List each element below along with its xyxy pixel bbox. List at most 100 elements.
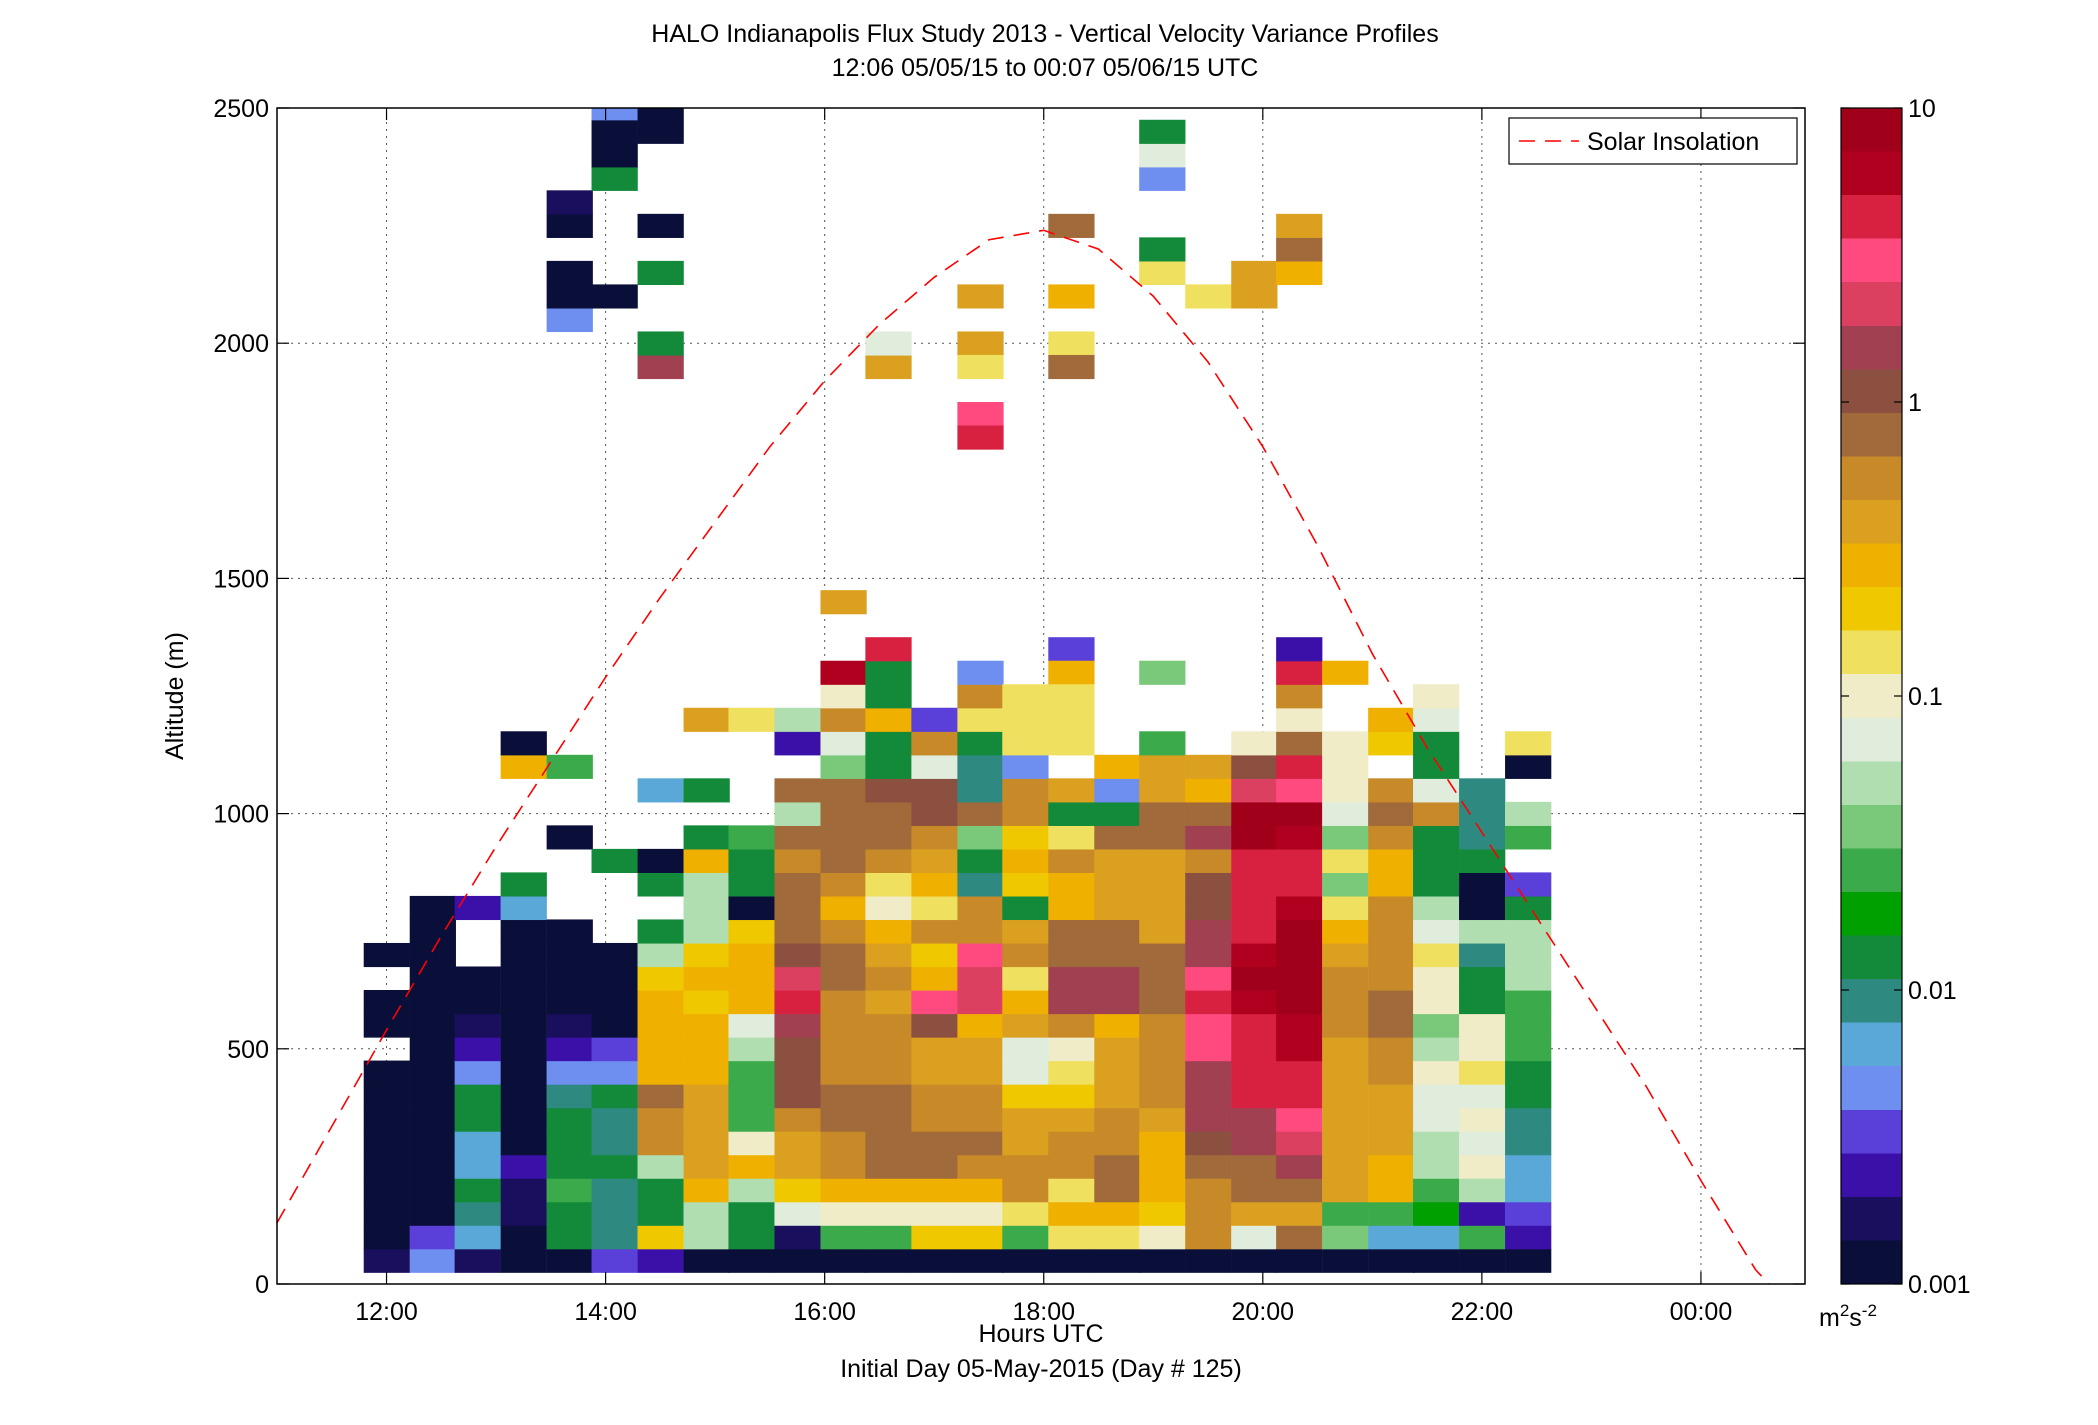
heatmap-cell (500, 942, 547, 968)
heatmap-cell (1231, 1013, 1278, 1038)
heatmap-cell (957, 895, 1004, 921)
heatmap-cell (591, 119, 638, 144)
heatmap-cell (728, 1248, 775, 1273)
heatmap-cell (1459, 1131, 1506, 1156)
heatmap-cell (1413, 1131, 1460, 1156)
heatmap-cell (1413, 801, 1460, 826)
heatmap-cell (546, 1178, 593, 1203)
heatmap-cell (1139, 731, 1186, 756)
heatmap-cell (911, 919, 958, 944)
heatmap-cell (454, 1037, 501, 1062)
colorbar-ticks: 0.001 0.01 0.1 1 10 (1841, 95, 1971, 1299)
heatmap-cell (1413, 895, 1460, 921)
heatmap-cell (1505, 1107, 1552, 1132)
heatmap-cell (637, 966, 684, 991)
heatmap-cell (1276, 1107, 1323, 1132)
colorbar-tick-label: 10 (1908, 95, 1936, 123)
colorbar-tick-label: 0.001 (1908, 1271, 1971, 1299)
heatmap-cell (957, 354, 1004, 380)
heatmap-cell (1413, 1154, 1460, 1179)
heatmap-cell (546, 213, 593, 238)
heatmap-cell (683, 990, 730, 1015)
heatmap-cell (957, 1013, 1004, 1038)
heatmap-cell (820, 990, 867, 1015)
heatmap-cell (454, 1248, 501, 1273)
heatmap-cell (865, 684, 912, 709)
heatmap-cell (363, 990, 410, 1015)
heatmap-cell (1139, 942, 1186, 968)
heatmap-cell (637, 331, 684, 356)
heatmap-cell (591, 1248, 638, 1273)
heatmap-cell (1276, 919, 1323, 944)
heatmap-cell (637, 1248, 684, 1273)
heatmap-cell (1413, 848, 1460, 873)
heatmap-cell (1048, 942, 1095, 968)
heatmap-cell (1002, 684, 1049, 709)
heatmap-cell (1505, 1013, 1552, 1038)
heatmap-cell (865, 919, 912, 944)
heatmap-cell (957, 1201, 1004, 1226)
heatmap-cell (1185, 990, 1232, 1015)
heatmap-cell (500, 1201, 547, 1226)
heatmap-cell (454, 1060, 501, 1085)
heatmap-cell (774, 825, 821, 850)
heatmap-cell (1505, 801, 1552, 826)
heatmap-cell (1276, 778, 1323, 803)
heatmap-cell (1413, 1178, 1460, 1203)
heatmap-cell (546, 1013, 593, 1038)
heatmap-cell (1368, 1178, 1415, 1203)
heatmap-cell (683, 1084, 730, 1109)
heatmap-cell (591, 108, 638, 121)
heatmap-cell (1322, 872, 1369, 897)
heatmap-cell (546, 1037, 593, 1062)
heatmap-cell (500, 1154, 547, 1179)
heatmap-cell (774, 707, 821, 732)
heatmap-cell (409, 966, 456, 991)
heatmap-cell (1368, 731, 1415, 756)
heatmap-cell (1413, 1225, 1460, 1250)
heatmap-cell (409, 1201, 456, 1226)
heatmap-cell (637, 119, 684, 144)
heatmap-cell (637, 848, 684, 873)
y-tick-label: 500 (227, 1036, 269, 1064)
heatmap-cell (957, 825, 1004, 850)
heatmap-cell (820, 872, 867, 897)
heatmap-cell (820, 778, 867, 803)
heatmap-cell (1048, 284, 1095, 309)
heatmap-cell (865, 754, 912, 779)
heatmap-cell (1459, 1154, 1506, 1179)
heatmap-cell (728, 1013, 775, 1038)
heatmap-cell (1368, 1060, 1415, 1085)
heatmap-cell (1413, 778, 1460, 803)
heatmap-cell (728, 1178, 775, 1203)
heatmap-cell (1276, 1013, 1323, 1038)
heatmap-cell (1459, 848, 1506, 873)
heatmap-cell (1276, 1131, 1323, 1156)
heatmap-cell (1048, 660, 1095, 685)
heatmap-cell (774, 1037, 821, 1062)
heatmap-cell (363, 1084, 410, 1109)
heatmap-cell (683, 966, 730, 991)
heatmap-cell (1048, 895, 1095, 921)
heatmap-cell (500, 754, 547, 779)
heatmap-cell (1139, 1131, 1186, 1156)
heatmap-cell (1276, 1248, 1323, 1273)
heatmap-cell (363, 1060, 410, 1085)
heatmap-cell (1139, 754, 1186, 779)
heatmap-cell (774, 1178, 821, 1203)
x-tick-label: 22:00 (1451, 1298, 1514, 1326)
heatmap-cell (1139, 1107, 1186, 1132)
heatmap-cell (1002, 848, 1049, 873)
heatmap-cell (911, 1107, 958, 1132)
heatmap-cell (1002, 1225, 1049, 1250)
heatmap-cell (1185, 801, 1232, 826)
heatmap-cell (454, 1178, 501, 1203)
heatmap-cell (454, 990, 501, 1015)
heatmap-cell (683, 895, 730, 921)
heatmap-cell (774, 1201, 821, 1226)
heatmap-cell (683, 825, 730, 850)
heatmap-cell (454, 1131, 501, 1156)
heatmap-cell (683, 1225, 730, 1250)
heatmap-cell (500, 731, 547, 756)
heatmap-cell (1505, 872, 1552, 897)
